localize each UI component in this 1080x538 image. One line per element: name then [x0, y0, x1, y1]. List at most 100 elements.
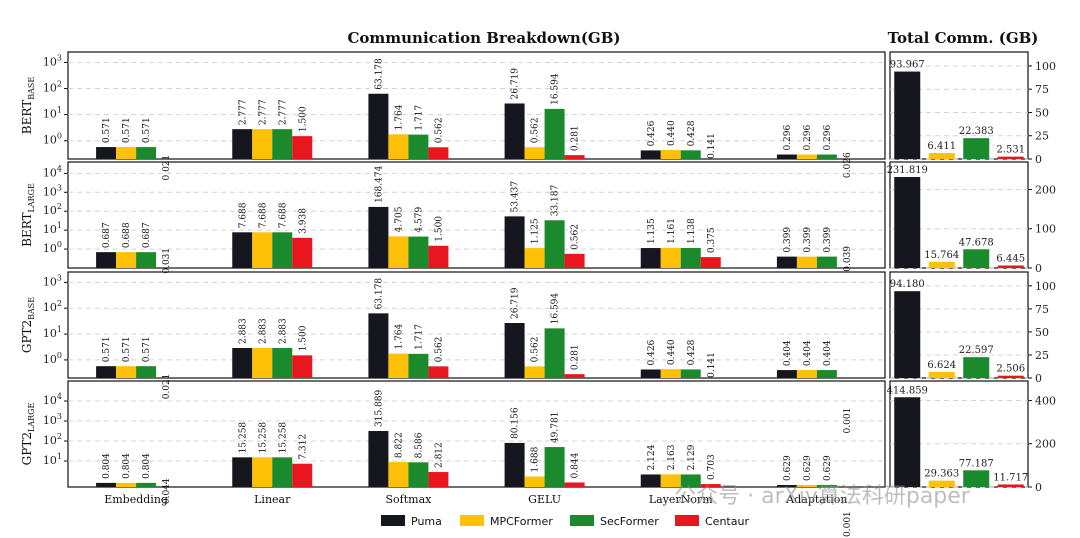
bar-centaur-gelu — [564, 253, 585, 268]
bar-value-label: 0.031 — [162, 248, 172, 274]
bar-secformer-gelu — [544, 220, 565, 268]
bar-puma-gelu — [504, 216, 525, 268]
y-tick-label: 104 — [43, 164, 62, 179]
bar-value-label: 0.687 — [142, 222, 152, 248]
bar-value-label: 4.705 — [394, 206, 404, 232]
bar-value-label: 1.764 — [394, 323, 404, 349]
bar-secformer-linear — [272, 129, 293, 159]
total-bar-centaur — [997, 375, 1024, 378]
bar-mpcformer-softmax — [388, 353, 409, 378]
legend-label-secformer: SecFormer — [600, 515, 659, 528]
bar-value-label: 0.026 — [843, 152, 853, 178]
total-frame — [889, 51, 1029, 160]
y-tick-label: 102 — [43, 432, 62, 447]
bar-value-label: 2.777 — [238, 99, 248, 125]
total-title: Total Comm. (GB) — [888, 29, 1039, 47]
y-tick-label: 103 — [43, 273, 62, 288]
bar-value-label: 0.571 — [142, 117, 152, 143]
bar-value-label: 0.021 — [162, 155, 172, 181]
bar-centaur-layernorm — [700, 257, 721, 268]
legend-label-puma: Puma — [411, 515, 442, 528]
bar-value-label: 80.156 — [511, 407, 521, 439]
bar-mpcformer-layernorm — [660, 247, 681, 268]
bar-value-label: 8.586 — [414, 432, 424, 458]
bar-value-label: 0.296 — [803, 124, 813, 150]
bar-value-label: 7.688 — [258, 202, 268, 228]
y-tick-label: 100 — [43, 240, 62, 255]
bar-mpcformer-linear — [252, 348, 273, 378]
bar-centaur-linear — [292, 237, 313, 268]
bar-value-label: 7.688 — [278, 202, 288, 228]
total-bar-puma — [894, 291, 921, 378]
bar-puma-gelu — [504, 323, 525, 378]
bar-value-label: 1.717 — [414, 105, 424, 131]
bar-value-label: 53.437 — [511, 181, 521, 213]
total-value-label: 94.180 — [890, 279, 925, 290]
bar-value-label: 0.688 — [122, 222, 132, 248]
bar-value-label: 0.440 — [667, 339, 677, 365]
bar-value-label: 0.141 — [707, 352, 717, 378]
bar-value-label: 0.571 — [122, 336, 132, 362]
bar-secformer-adaptation — [816, 154, 837, 159]
bar-value-label: 16.594 — [551, 73, 561, 105]
bar-value-label: 0.044 — [162, 478, 172, 504]
bar-centaur-softmax — [428, 472, 449, 487]
bar-value-label: 0.703 — [707, 454, 717, 480]
legend-label-centaur: Centaur — [705, 515, 749, 528]
bar-puma-softmax — [368, 206, 389, 268]
y-tick-label: 101 — [43, 106, 62, 121]
bar-puma-softmax — [368, 431, 389, 487]
total-bar-puma — [894, 397, 921, 487]
y-tick-label: 102 — [43, 299, 62, 314]
bar-secformer-adaptation — [816, 485, 837, 487]
bar-value-label: 2.883 — [258, 318, 268, 344]
bar-secformer-adaptation — [816, 370, 837, 378]
category-label-linear: Linear — [254, 493, 291, 506]
total-bar-mpcformer — [928, 261, 955, 268]
bar-value-label: 0.426 — [647, 339, 657, 365]
total-bar-centaur — [997, 265, 1024, 268]
bar-value-label: 1.135 — [647, 218, 657, 244]
total-value-label: 47.678 — [959, 237, 994, 248]
bar-mpcformer-linear — [252, 129, 273, 159]
y-tick-label: 101 — [43, 452, 62, 467]
bar-mpcformer-softmax — [388, 236, 409, 268]
row-label: GPT2BASE — [20, 297, 36, 353]
total-value-label: 414.859 — [887, 385, 928, 396]
bar-puma-layernorm — [640, 248, 661, 268]
bar-secformer-layernorm — [680, 150, 701, 159]
total-bar-secformer — [963, 138, 990, 159]
bar-value-label: 63.178 — [374, 58, 384, 90]
total-value-label: 22.383 — [959, 126, 994, 137]
total-value-label: 6.624 — [927, 360, 956, 371]
bar-value-label: 0.399 — [783, 227, 793, 253]
bar-puma-gelu — [504, 442, 525, 487]
bar-value-label: 0.001 — [843, 511, 853, 537]
bar-centaur-linear — [292, 463, 313, 487]
bar-puma-linear — [232, 348, 253, 378]
bar-puma-layernorm — [640, 150, 661, 159]
bar-mpcformer-gelu — [524, 476, 545, 487]
total-y-tick-label: 50 — [1035, 106, 1049, 119]
bar-puma-layernorm — [640, 474, 661, 487]
total-y-tick-label: 400 — [1035, 394, 1056, 407]
total-y-tick-label: 100 — [1035, 280, 1056, 293]
total-y-tick-label: 50 — [1035, 326, 1049, 339]
bar-value-label: 63.178 — [374, 278, 384, 310]
bar-value-label: 1.500 — [434, 216, 444, 242]
breakdown-frame — [67, 161, 886, 269]
bar-value-label: 0.571 — [142, 336, 152, 362]
bar-secformer-embedding — [136, 482, 157, 487]
bar-centaur-gelu — [564, 155, 585, 159]
bar-mpcformer-softmax — [388, 134, 409, 159]
row-bert-large: 100 101 102 103 104 BERTLARGE 0.687 0.688 0.687 0… — [20, 161, 1056, 275]
bar-value-label: 0.562 — [571, 224, 581, 250]
bar-centaur-softmax — [428, 147, 449, 159]
bar-value-label: 1.161 — [667, 218, 677, 244]
total-value-label: 231.819 — [887, 165, 928, 176]
total-value-label: 6.445 — [996, 253, 1025, 264]
bar-value-label: 168.474 — [374, 165, 384, 202]
bar-value-label: 0.562 — [531, 117, 541, 143]
y-tick-label: 102 — [43, 202, 62, 217]
bar-secformer-layernorm — [680, 369, 701, 378]
